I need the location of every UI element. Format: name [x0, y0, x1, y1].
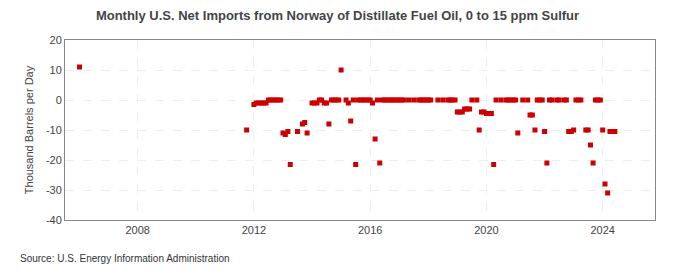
- svg-text:Source: U.S. Energy Informatio: Source: U.S. Energy Information Administ…: [20, 253, 230, 264]
- svg-text:20: 20: [50, 34, 62, 46]
- svg-text:2016: 2016: [358, 224, 382, 236]
- svg-text:2008: 2008: [125, 224, 149, 236]
- svg-text:10: 10: [50, 64, 62, 76]
- svg-text:2024: 2024: [590, 224, 614, 236]
- svg-text:2020: 2020: [474, 224, 498, 236]
- svg-text:-10: -10: [46, 124, 62, 136]
- svg-text:0: 0: [56, 94, 62, 106]
- svg-text:Monthly U.S. Net Imports from: Monthly U.S. Net Imports from Norway of …: [96, 8, 579, 23]
- svg-text:-30: -30: [46, 184, 62, 196]
- svg-text:-20: -20: [46, 154, 62, 166]
- svg-text:-40: -40: [46, 214, 62, 226]
- svg-text:Thousand Barrels per Day: Thousand Barrels per Day: [23, 65, 35, 194]
- svg-text:2012: 2012: [242, 224, 266, 236]
